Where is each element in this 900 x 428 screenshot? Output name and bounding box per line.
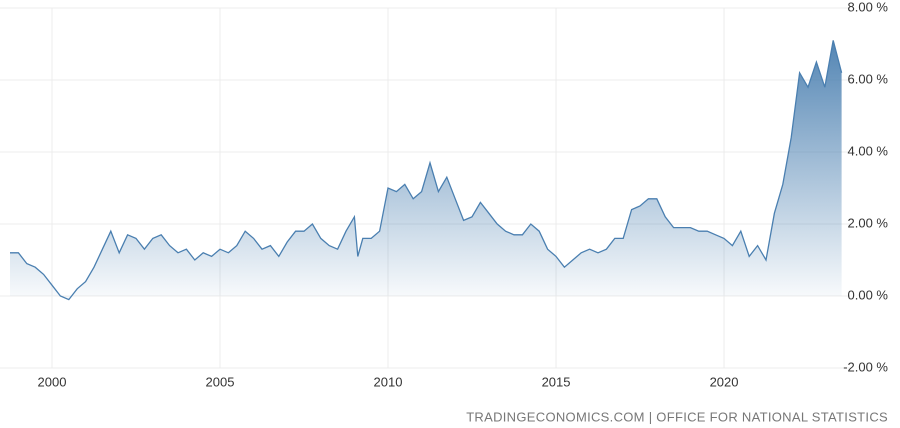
x-tick-label: 2015 [542,374,571,389]
y-tick-label: 0.00 % [848,287,889,302]
x-tick-label: 2000 [38,374,67,389]
line [10,40,843,301]
x-tick-label: 2005 [206,374,235,389]
y-tick-label: 6.00 % [848,71,889,86]
y-tick-label: 8.00 % [848,0,889,14]
y-tick-label: 2.00 % [848,215,889,230]
y-tick-label: -2.00 % [843,359,888,374]
y-tick-label: 4.00 % [848,143,889,158]
x-tick-label: 2020 [710,374,739,389]
area [10,40,842,300]
source: TRADINGECONOMICS.COM | OFFICE FOR NATION… [466,409,888,424]
x-tick-label: 2010 [374,374,403,389]
